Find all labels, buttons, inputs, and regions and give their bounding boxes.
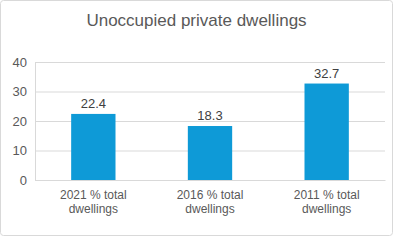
x-tick-label-line: dwellings	[302, 202, 351, 216]
x-tick-label: 2011 % totaldwellings	[294, 188, 360, 216]
data-label: 32.7	[314, 66, 339, 81]
bars	[71, 84, 349, 180]
title: Unoccupied private dwellings	[86, 11, 306, 30]
x-tick-label: 2016 % totaldwellings	[177, 188, 244, 216]
data-label: 22.4	[81, 96, 106, 111]
bar	[188, 126, 232, 180]
y-tick-label: 0	[20, 173, 27, 188]
x-axis: 2021 % totaldwellings2016 % totaldwellin…	[36, 180, 386, 216]
x-tick-label-line: 2016 % total	[177, 188, 244, 202]
x-tick-label-line: 2021 % total	[60, 188, 127, 202]
x-tick: 2016 % totaldwellings	[177, 180, 244, 216]
y-tick-label: 20	[13, 114, 27, 129]
y-axis: 0 10 20 30 40	[13, 55, 385, 188]
y-tick-label: 10	[13, 143, 27, 158]
grid-line	[35, 180, 385, 181]
grid-line	[35, 62, 385, 63]
y-tick-label: 40	[13, 55, 27, 70]
x-tick-label: 2021 % totaldwellings	[60, 188, 127, 216]
x-tick: 2021 % totaldwellings	[60, 180, 127, 216]
bar	[305, 84, 349, 180]
chart: Unoccupied private dwellings 0 10 20 30 40 202…	[0, 0, 393, 236]
x-axis-line	[36, 180, 386, 181]
x-tick-label-line: dwellings	[69, 202, 118, 216]
plot: 0102030402021 % totaldwellings2016 % tot…	[13, 55, 386, 216]
data-labels: 22.4 18.3 32.7	[81, 66, 340, 123]
bar	[71, 114, 115, 180]
x-tick-label-line: dwellings	[185, 202, 234, 216]
y-tick-label: 30	[13, 84, 27, 99]
x-tick-label-line: 2011 % total	[294, 188, 360, 202]
chart-frame	[1, 1, 393, 236]
data-label: 18.3	[197, 108, 222, 123]
y-axis-line	[36, 63, 386, 181]
x-tick: 2011 % totaldwellings	[294, 180, 360, 216]
